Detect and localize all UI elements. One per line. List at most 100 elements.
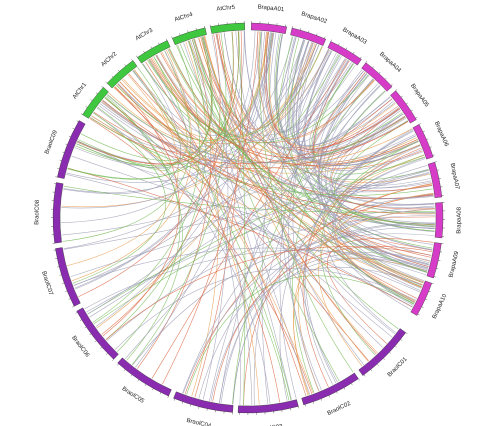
link [202,36,395,335]
tick [406,102,408,105]
tick [343,387,346,390]
tick [85,106,88,108]
tick [298,406,300,409]
link [67,69,179,267]
tick [312,401,314,404]
link [290,39,435,214]
chromosome-label: BraolC03 [257,424,283,426]
link [135,32,275,368]
link [93,154,425,325]
link [102,100,435,215]
tick [112,359,114,361]
link [134,69,260,405]
tick [410,109,413,112]
tick [117,69,120,72]
chromosome [57,120,86,179]
link [264,31,400,150]
tick [158,42,160,45]
link [164,50,253,405]
tick [324,36,326,39]
tick [124,64,127,67]
chromosome [390,90,417,124]
tick [389,352,392,354]
chromosome-label: AtChr4 [174,12,194,24]
tick [68,298,71,300]
chromosome [237,399,299,414]
link [102,100,393,338]
link [243,183,432,405]
tick [330,39,332,42]
chromosome [106,60,138,89]
chromosome-label: BrapaA10 [432,293,449,320]
tick [84,326,87,329]
chromosome [172,27,207,46]
link [336,247,428,286]
chromosome [427,161,443,198]
chromosome [117,357,172,397]
link [187,40,311,395]
tick [76,120,79,122]
chromosome-label: BrapaA06 [433,121,449,148]
link [101,34,221,335]
link [71,155,430,265]
link [292,90,386,394]
link [80,36,213,161]
chromosome-label: BrapaA02 [300,11,328,25]
tick [72,128,75,130]
link [317,69,432,189]
tick [417,313,420,316]
tick [383,358,385,360]
tick [59,274,62,276]
tick [101,86,104,88]
chromosome-label: AtChr1 [72,81,88,100]
tick [105,81,108,84]
link [132,70,384,348]
chromosome-label: BrapaA09 [449,250,461,278]
link [311,58,435,233]
tick [436,268,439,270]
link [141,46,323,137]
tick [304,404,306,407]
link [124,83,379,360]
tick [173,398,176,401]
ring: AtChr1 AtChr2 AtChr3 AtChr4 AtChr5 BrapaA01 Br… [34,4,462,426]
link [184,193,434,395]
chromosome [290,27,327,46]
link [119,81,431,258]
tick [352,51,355,54]
tick [190,404,192,407]
link [151,58,347,379]
chromosome [301,372,359,406]
link [97,106,290,401]
chromosome [82,86,109,119]
chromosome-label: BrapaA01 [257,4,285,13]
link [67,167,413,308]
link [318,73,425,282]
link [318,192,434,367]
link [95,32,275,327]
link [191,39,415,304]
tick [62,282,65,284]
tick [378,71,381,74]
link [147,60,369,144]
link [323,113,404,333]
chromosome [173,391,234,413]
chromosome-label: BraolC01 [387,356,409,378]
tick [80,113,83,115]
tick [432,154,435,156]
link [77,140,413,308]
tick [429,146,432,148]
tick [65,143,68,145]
link [145,61,307,396]
tick [390,83,393,86]
chromosome-label: BraolC07 [40,270,54,296]
link [96,107,271,404]
tick [106,353,108,355]
links [61,31,435,405]
chromosome [137,40,171,64]
link [63,168,429,250]
link [127,74,314,394]
chromosome-label: BraolC02 [327,401,353,417]
chromosome [410,280,433,316]
link [198,37,369,362]
